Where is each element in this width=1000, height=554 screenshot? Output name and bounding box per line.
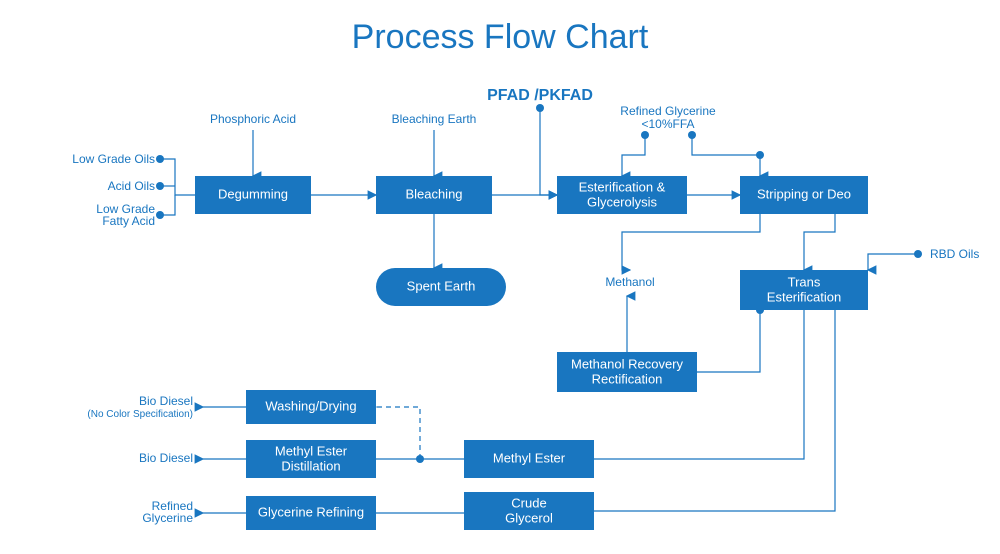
label-bleaching-earth: Bleaching Earth [392,112,477,126]
label-refined2: Glycerine [142,511,193,525]
node-trans-label2: Esterification [767,289,841,304]
node-ester-label1: Esterification & [579,179,666,194]
edge-str-est2 [622,214,760,270]
node-medist-label1: Methyl Ester [275,443,348,458]
label-biodiesel-nocolor-sub: (No Color Specification) [87,409,193,420]
node-methylester-label: Methyl Ester [493,450,566,465]
label-acid-oils: Acid Oils [108,179,155,193]
label-biodiesel-nocolor: Bio Diesel [139,394,193,408]
node-crude-label2: Glycerol [505,510,553,525]
junction-dot-3 [536,104,544,112]
label-pfad: PFAD /PKFAD [487,87,593,104]
node-washing-label: Washing/Drying [265,398,356,413]
edge-str-trans [804,214,835,270]
junction-dot-2 [156,211,164,219]
junction-dot-7 [914,250,922,258]
edge-trans-meth [697,310,760,372]
edge-rbd-trans [868,254,918,270]
node-methrec-label1: Methanol Recovery [571,356,683,371]
label-refined-glycerine: Refined Glycerine [620,104,716,118]
label-biodiesel: Bio Diesel [139,451,193,465]
label-phosphoric: Phosphoric Acid [210,112,296,126]
node-spent-label: Spent Earth [407,278,476,293]
node-methrec-label2: Rectification [592,371,663,386]
edge-trans-crude [594,310,835,511]
chart-title: Process Flow Chart [352,18,649,56]
edge-refg-str [692,135,760,176]
label-ffa: <10%FFA [641,117,694,131]
label-lgfa2: Fatty Acid [102,214,155,228]
node-crude-label1: Crude [511,495,546,510]
label-methanol: Methanol [605,275,654,289]
edge-refg-est [622,135,645,176]
junction-dot-8 [416,455,424,463]
node-trans-label1: Trans [788,274,821,289]
edge-me-wash [376,407,420,459]
flowchart-canvas: Process Flow Chart Degumming Bleaching Est… [0,0,1000,554]
node-stripping-label: Stripping or Deo [757,186,851,201]
node-glyref-label: Glycerine Refining [258,504,364,519]
junction-dot-4 [641,131,649,139]
junction-dot-6 [756,151,764,159]
node-degumming-label: Degumming [218,186,288,201]
junction-dot-1 [156,182,164,190]
junction-dot-0 [156,155,164,163]
node-bleaching-label: Bleaching [405,186,462,201]
nodes-layer: DegummingBleachingEsterification &Glycer… [195,176,868,530]
label-rbd: RBD Oils [930,247,979,261]
edge-in-low [160,159,195,195]
node-ester-label2: Glycerolysis [587,194,658,209]
junction-dot-5 [688,131,696,139]
label-low-grade-oils: Low Grade Oils [72,152,155,166]
edge-pfad-est [540,108,557,195]
node-medist-label2: Distillation [281,458,340,473]
